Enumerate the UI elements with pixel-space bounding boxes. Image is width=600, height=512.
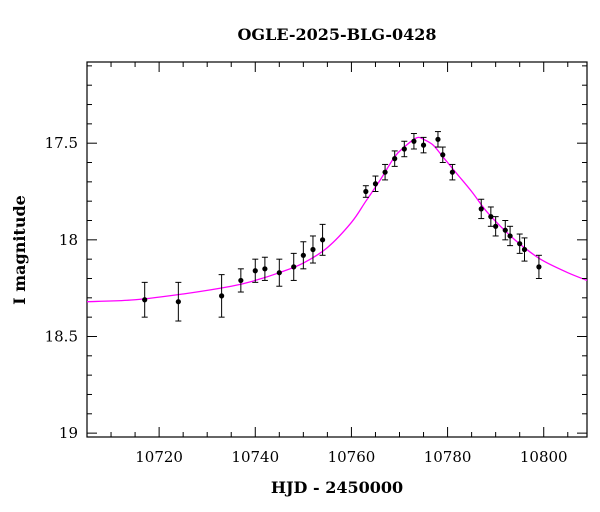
data-point <box>492 216 499 237</box>
data-point <box>521 237 528 262</box>
point-marker <box>521 246 528 253</box>
data-point <box>372 175 379 193</box>
x-tick-label: 10760 <box>328 448 376 466</box>
point-marker <box>536 264 542 270</box>
point-marker <box>310 246 316 253</box>
data-point <box>252 258 259 283</box>
data-point <box>362 185 369 198</box>
data-point <box>410 133 417 150</box>
point-marker <box>502 227 508 233</box>
point-marker <box>238 277 244 284</box>
data-point <box>237 268 244 293</box>
data-point <box>218 274 225 318</box>
data-point <box>449 163 456 181</box>
point-marker <box>219 293 225 299</box>
point-marker <box>478 206 484 212</box>
model-curve <box>86 136 588 303</box>
data-point <box>401 140 408 158</box>
point-marker <box>252 268 258 274</box>
point-marker <box>449 169 455 175</box>
y-axis-label: I magnitude <box>10 195 29 305</box>
data-point <box>382 163 389 181</box>
plot-frame <box>86 61 588 438</box>
point-marker <box>392 156 398 162</box>
data-point <box>507 225 514 247</box>
point-marker <box>363 188 369 195</box>
point-marker <box>276 270 282 276</box>
data-point <box>141 281 148 318</box>
point-marker <box>435 136 441 142</box>
point-marker <box>420 142 427 148</box>
data-point <box>309 235 316 264</box>
y-tick-label: 18 <box>59 231 78 249</box>
x-tick-label: 10800 <box>520 448 568 466</box>
point-marker <box>507 233 513 239</box>
point-marker <box>372 181 379 187</box>
x-tick-label: 10780 <box>424 448 472 466</box>
data-point <box>276 258 283 287</box>
data-point <box>420 136 427 154</box>
data-point <box>487 206 494 227</box>
y-tick-label: 18.5 <box>45 327 78 345</box>
point-marker <box>517 241 523 247</box>
data-point <box>502 220 509 241</box>
x-axis-label: HJD - 2450000 <box>271 478 403 497</box>
point-marker <box>142 297 148 303</box>
point-marker <box>319 237 326 243</box>
point-marker <box>440 152 446 158</box>
axis-ticks-layer: 10720 10740 10760 10780 10800 17.5 18 18.5 19 <box>45 62 587 466</box>
point-marker <box>401 146 407 152</box>
x-tick-label: 10720 <box>135 448 183 466</box>
chart-title: OGLE-2025-BLG-0428 <box>237 25 436 44</box>
data-points-layer <box>141 131 542 322</box>
data-point <box>535 254 542 279</box>
point-marker <box>493 223 499 229</box>
data-point <box>261 256 268 281</box>
point-marker <box>488 214 494 220</box>
data-point <box>478 198 485 220</box>
point-marker <box>291 264 297 270</box>
data-point <box>391 150 398 167</box>
data-point <box>319 223 326 256</box>
point-marker <box>175 299 181 305</box>
data-point <box>439 146 446 164</box>
data-point <box>434 131 441 148</box>
point-marker <box>382 169 388 175</box>
x-tick-label: 10740 <box>231 448 279 466</box>
y-tick-label: 19 <box>59 424 78 442</box>
data-point <box>290 252 297 281</box>
point-marker <box>300 252 306 258</box>
data-point <box>300 241 307 270</box>
data-point <box>175 281 182 322</box>
point-marker <box>411 138 417 144</box>
y-tick-label: 17.5 <box>45 134 78 152</box>
data-point <box>516 233 523 254</box>
point-marker <box>262 266 268 272</box>
